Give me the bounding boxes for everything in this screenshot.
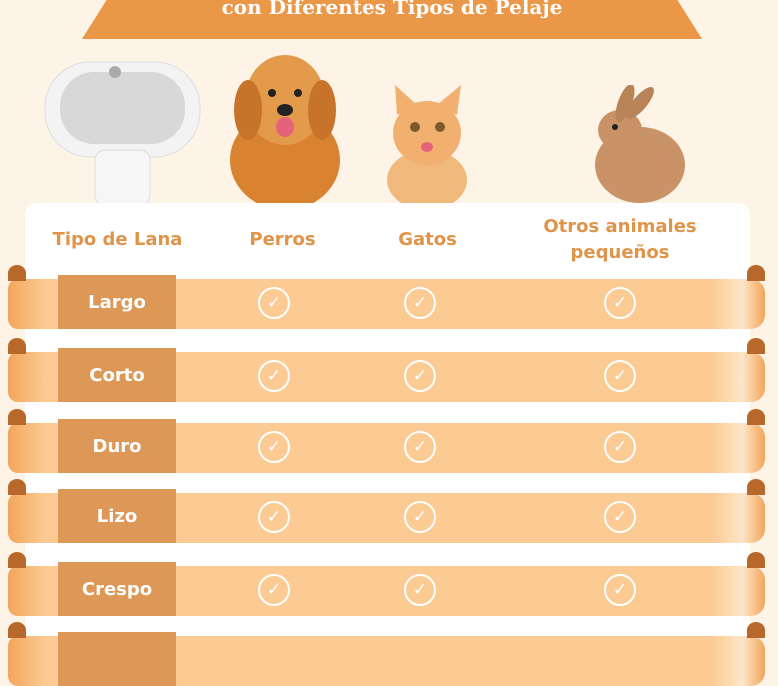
row-label: Lizo <box>58 489 176 543</box>
header-perros: Perros <box>249 229 316 250</box>
check-icon: ✓ <box>404 501 436 533</box>
row-label: Crespo <box>58 562 176 616</box>
check-icon: ✓ <box>604 501 636 533</box>
table-row: Corto ✓ ✓ ✓ <box>8 338 765 402</box>
title-banner: con Diferentes Tipos de Pelaje <box>82 0 702 39</box>
title: con Diferentes Tipos de Pelaje <box>221 0 563 19</box>
check-icon: ✓ <box>258 287 290 319</box>
ribbon-curl <box>747 622 765 638</box>
grooming-brush-image <box>44 61 201 205</box>
cat-image <box>387 85 467 203</box>
header-otros-animales: Otros animales pequeños <box>543 216 697 263</box>
check-icon: ✓ <box>604 360 636 392</box>
table-row: Duro ✓ ✓ ✓ <box>8 409 765 473</box>
table-row <box>8 622 765 686</box>
ribbon-curl <box>8 338 26 354</box>
check-icon: ✓ <box>258 574 290 606</box>
ribbon-curl <box>747 338 765 354</box>
ribbon-curl <box>8 622 26 638</box>
row-label: Largo <box>58 275 176 329</box>
check-icon: ✓ <box>604 287 636 319</box>
check-icon: ✓ <box>404 574 436 606</box>
check-icon: ✓ <box>258 501 290 533</box>
check-icon: ✓ <box>604 431 636 463</box>
check-icon: ✓ <box>258 431 290 463</box>
table-row: Largo ✓ ✓ ✓ <box>8 265 765 329</box>
rabbit-image <box>595 85 685 203</box>
row-label: Corto <box>58 348 176 402</box>
row-label: Duro <box>58 419 176 473</box>
header-gatos: Gatos <box>398 229 457 250</box>
ribbon-curl <box>8 552 26 568</box>
ribbon-curl <box>8 265 26 281</box>
check-icon: ✓ <box>404 431 436 463</box>
table-row: Crespo ✓ ✓ ✓ <box>8 552 765 616</box>
ribbon-curl <box>747 479 765 495</box>
check-icon: ✓ <box>604 574 636 606</box>
ribbon-curl <box>8 479 26 495</box>
ribbon-curl <box>8 409 26 425</box>
ribbon-curl <box>747 265 765 281</box>
dog-image <box>230 55 340 203</box>
table-row: Lizo ✓ ✓ ✓ <box>8 479 765 543</box>
check-icon: ✓ <box>404 360 436 392</box>
row-label <box>58 632 176 686</box>
ribbon-curl <box>747 552 765 568</box>
check-icon: ✓ <box>258 360 290 392</box>
ribbon-curl <box>747 409 765 425</box>
check-icon: ✓ <box>404 287 436 319</box>
header-tipo-de-lana: Tipo de Lana <box>52 229 183 250</box>
